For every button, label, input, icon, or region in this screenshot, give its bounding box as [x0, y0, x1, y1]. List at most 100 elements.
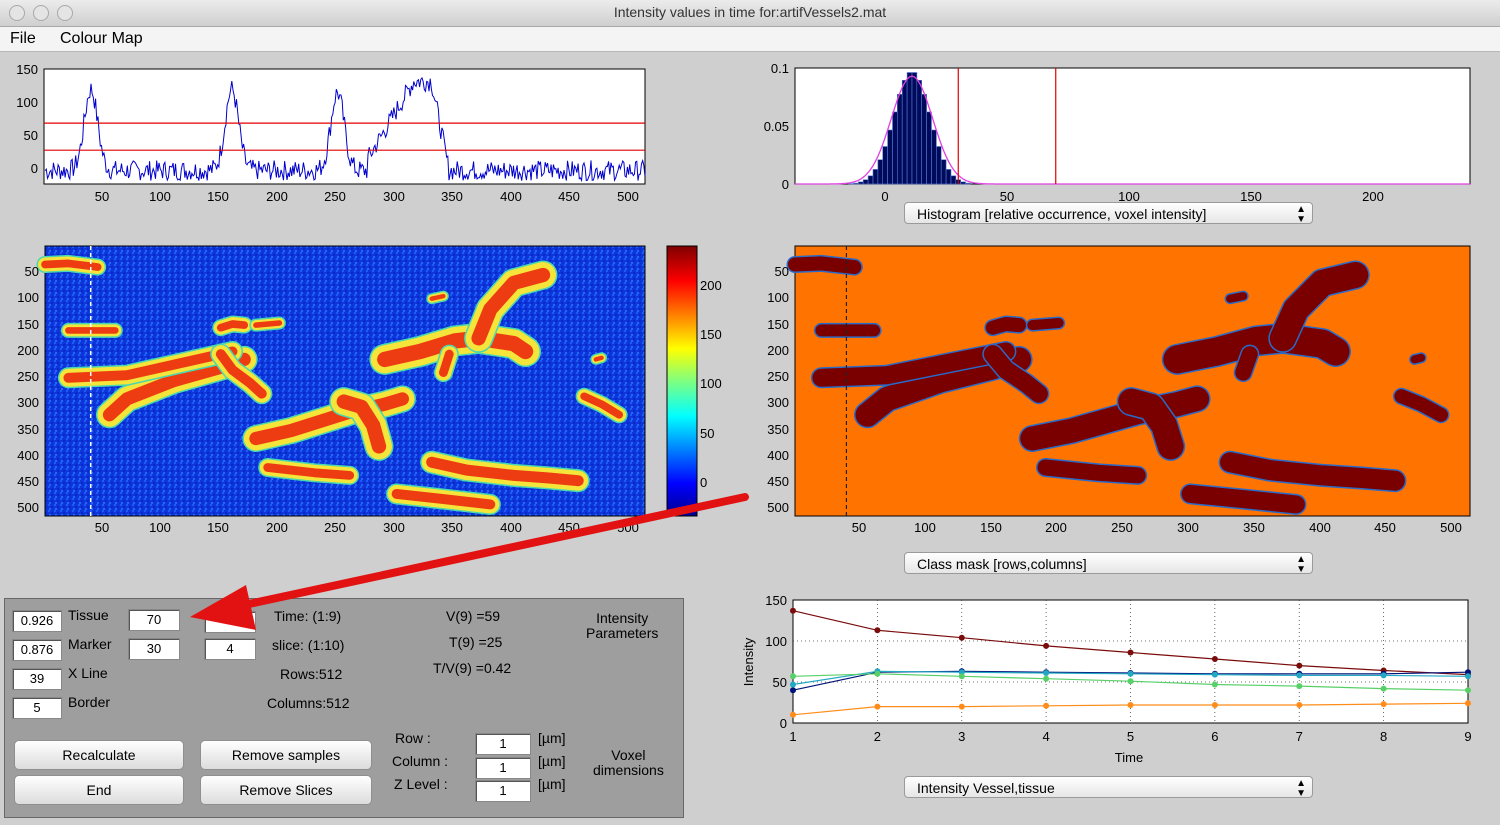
z-level-size-field[interactable]: 1 [475, 780, 531, 802]
x-tick-label: 250 [324, 189, 346, 204]
vessel-core [63, 346, 238, 383]
slice-input-field[interactable]: 4 [204, 638, 256, 660]
updown-arrows-icon: ▲ ▼ [1296, 204, 1306, 225]
series-point [1296, 683, 1303, 690]
intensity-time-chart: 150 100 50 0 1 2 3 4 5 6 7 8 9 Time Intensity [741, 593, 1472, 765]
y-tick-label: 400 [17, 448, 39, 463]
marker-threshold-field[interactable]: 30 [128, 638, 180, 660]
series-point [1380, 701, 1387, 708]
x-tick-label: 100 [149, 520, 171, 535]
histogram-bar [921, 93, 927, 185]
column-size-field[interactable]: 1 [475, 757, 531, 779]
marker-ratio-field[interactable]: 0.876 [12, 639, 62, 661]
y-tick-label: 450 [17, 474, 39, 489]
y-tick-label: 200 [767, 343, 789, 358]
x-tick-label: 200 [266, 189, 288, 204]
histogram-bar [872, 169, 879, 185]
histogram-bar [892, 111, 898, 185]
mask-view-label: Class mask [rows,columns] [917, 556, 1087, 572]
series-point [790, 687, 796, 694]
histogram-bar [887, 129, 893, 185]
row-size-field[interactable]: 1 [475, 733, 531, 755]
end-button[interactable]: End [14, 775, 184, 805]
histogram-view-select[interactable]: Histogram [relative occurrence, voxel in… [904, 202, 1313, 225]
x-tick-label: 150 [207, 189, 229, 204]
series-point [1465, 700, 1471, 707]
vessel-core [426, 456, 584, 487]
histogram-bar [901, 79, 908, 185]
close-window-icon[interactable] [9, 5, 25, 21]
menu-file[interactable]: File [10, 30, 36, 47]
slice-range-text: slice: (1:10) [272, 637, 345, 653]
vessel-body [1269, 262, 1369, 352]
y-tick-label: 100 [765, 634, 787, 649]
zoom-window-icon[interactable] [57, 5, 73, 21]
histogram-bar [945, 169, 952, 185]
remove-samples-button[interactable]: Remove samples [200, 740, 372, 770]
vessel-core [593, 355, 604, 362]
x-tick-label: 50 [95, 520, 109, 535]
recalculate-button[interactable]: Recalculate [14, 740, 184, 770]
histogram-bar [906, 72, 913, 185]
intensity-profile-chart: 150 100 50 0 50 100 150 200 250 300 350 … [16, 62, 646, 204]
column-label: Column : [392, 753, 449, 769]
vessel-core [471, 267, 551, 346]
x-tick-label: 500 [617, 189, 639, 204]
histogram-bar [882, 146, 888, 185]
x-tick-label: 9 [1464, 729, 1471, 744]
series-point [1127, 649, 1134, 656]
histogram-bar [897, 93, 903, 185]
vessel-body [1226, 292, 1248, 303]
x-tick-label: 450 [558, 189, 580, 204]
tissue-ratio-field[interactable]: 0.926 [12, 610, 62, 632]
series-point [958, 703, 965, 710]
border-field[interactable]: 5 [12, 697, 62, 719]
x-axis-label: Time [1115, 750, 1143, 765]
y-ticks: 150 100 50 0 [765, 593, 787, 731]
mask-vessel-shapes [786, 254, 1450, 515]
menu-colour-map[interactable]: Colour Map [60, 30, 143, 47]
x-line-field[interactable]: 39 [12, 668, 62, 690]
vessel-shapes [36, 254, 628, 515]
x-tick-label: 400 [500, 520, 522, 535]
minimize-window-icon[interactable] [33, 5, 49, 21]
histogram-bar [916, 79, 923, 185]
histogram-bar [862, 179, 869, 185]
time-input-field[interactable] [204, 611, 256, 633]
marker-label: Marker [68, 636, 112, 652]
vessel-body [1394, 389, 1448, 422]
series-point [1127, 678, 1134, 685]
x-tick-label: 200 [266, 520, 288, 535]
x-tick-label: 3 [958, 729, 965, 744]
y-axis-label: Intensity [741, 637, 756, 686]
x-tick-label: 100 [1118, 189, 1140, 204]
time-view-label: Intensity Vessel,tissue [917, 780, 1055, 796]
y-tick-label: 400 [767, 448, 789, 463]
z-level-unit: [µm] [538, 776, 566, 792]
y-tick-label: 500 [17, 500, 39, 515]
series-point [1211, 671, 1218, 678]
mask-view-select[interactable]: Class mask [rows,columns] ▲ ▼ [904, 552, 1313, 575]
y-tick-label: 450 [767, 474, 789, 489]
intensity-parameters-title: Intensity Parameters [586, 610, 659, 641]
x-tick-label: 50 [1000, 189, 1014, 204]
y-tick-label: 150 [765, 593, 787, 608]
x-ticks: 1 2 3 4 5 6 7 8 9 [789, 729, 1471, 744]
series-point [1211, 702, 1218, 708]
remove-slices-button[interactable]: Remove Slices [200, 775, 372, 805]
series-point [1465, 673, 1471, 680]
series-point [1296, 702, 1303, 708]
y-tick-label: 500 [767, 500, 789, 515]
x-tick-label: 450 [558, 520, 580, 535]
x-tick-label: 100 [149, 189, 171, 204]
series-point [1296, 672, 1303, 679]
updown-arrows-icon: ▲ ▼ [1296, 554, 1306, 575]
vessel-body [1235, 346, 1258, 381]
row-unit: [µm] [538, 730, 566, 746]
rows-text: Rows:512 [280, 666, 343, 682]
vessel-body [983, 345, 1048, 403]
histogram-bar [931, 129, 937, 185]
tissue-threshold-field[interactable]: 70 [128, 609, 180, 631]
x-tick-label: 7 [1296, 729, 1303, 744]
time-view-select[interactable]: Intensity Vessel,tissue ▲ ▼ [904, 776, 1313, 799]
